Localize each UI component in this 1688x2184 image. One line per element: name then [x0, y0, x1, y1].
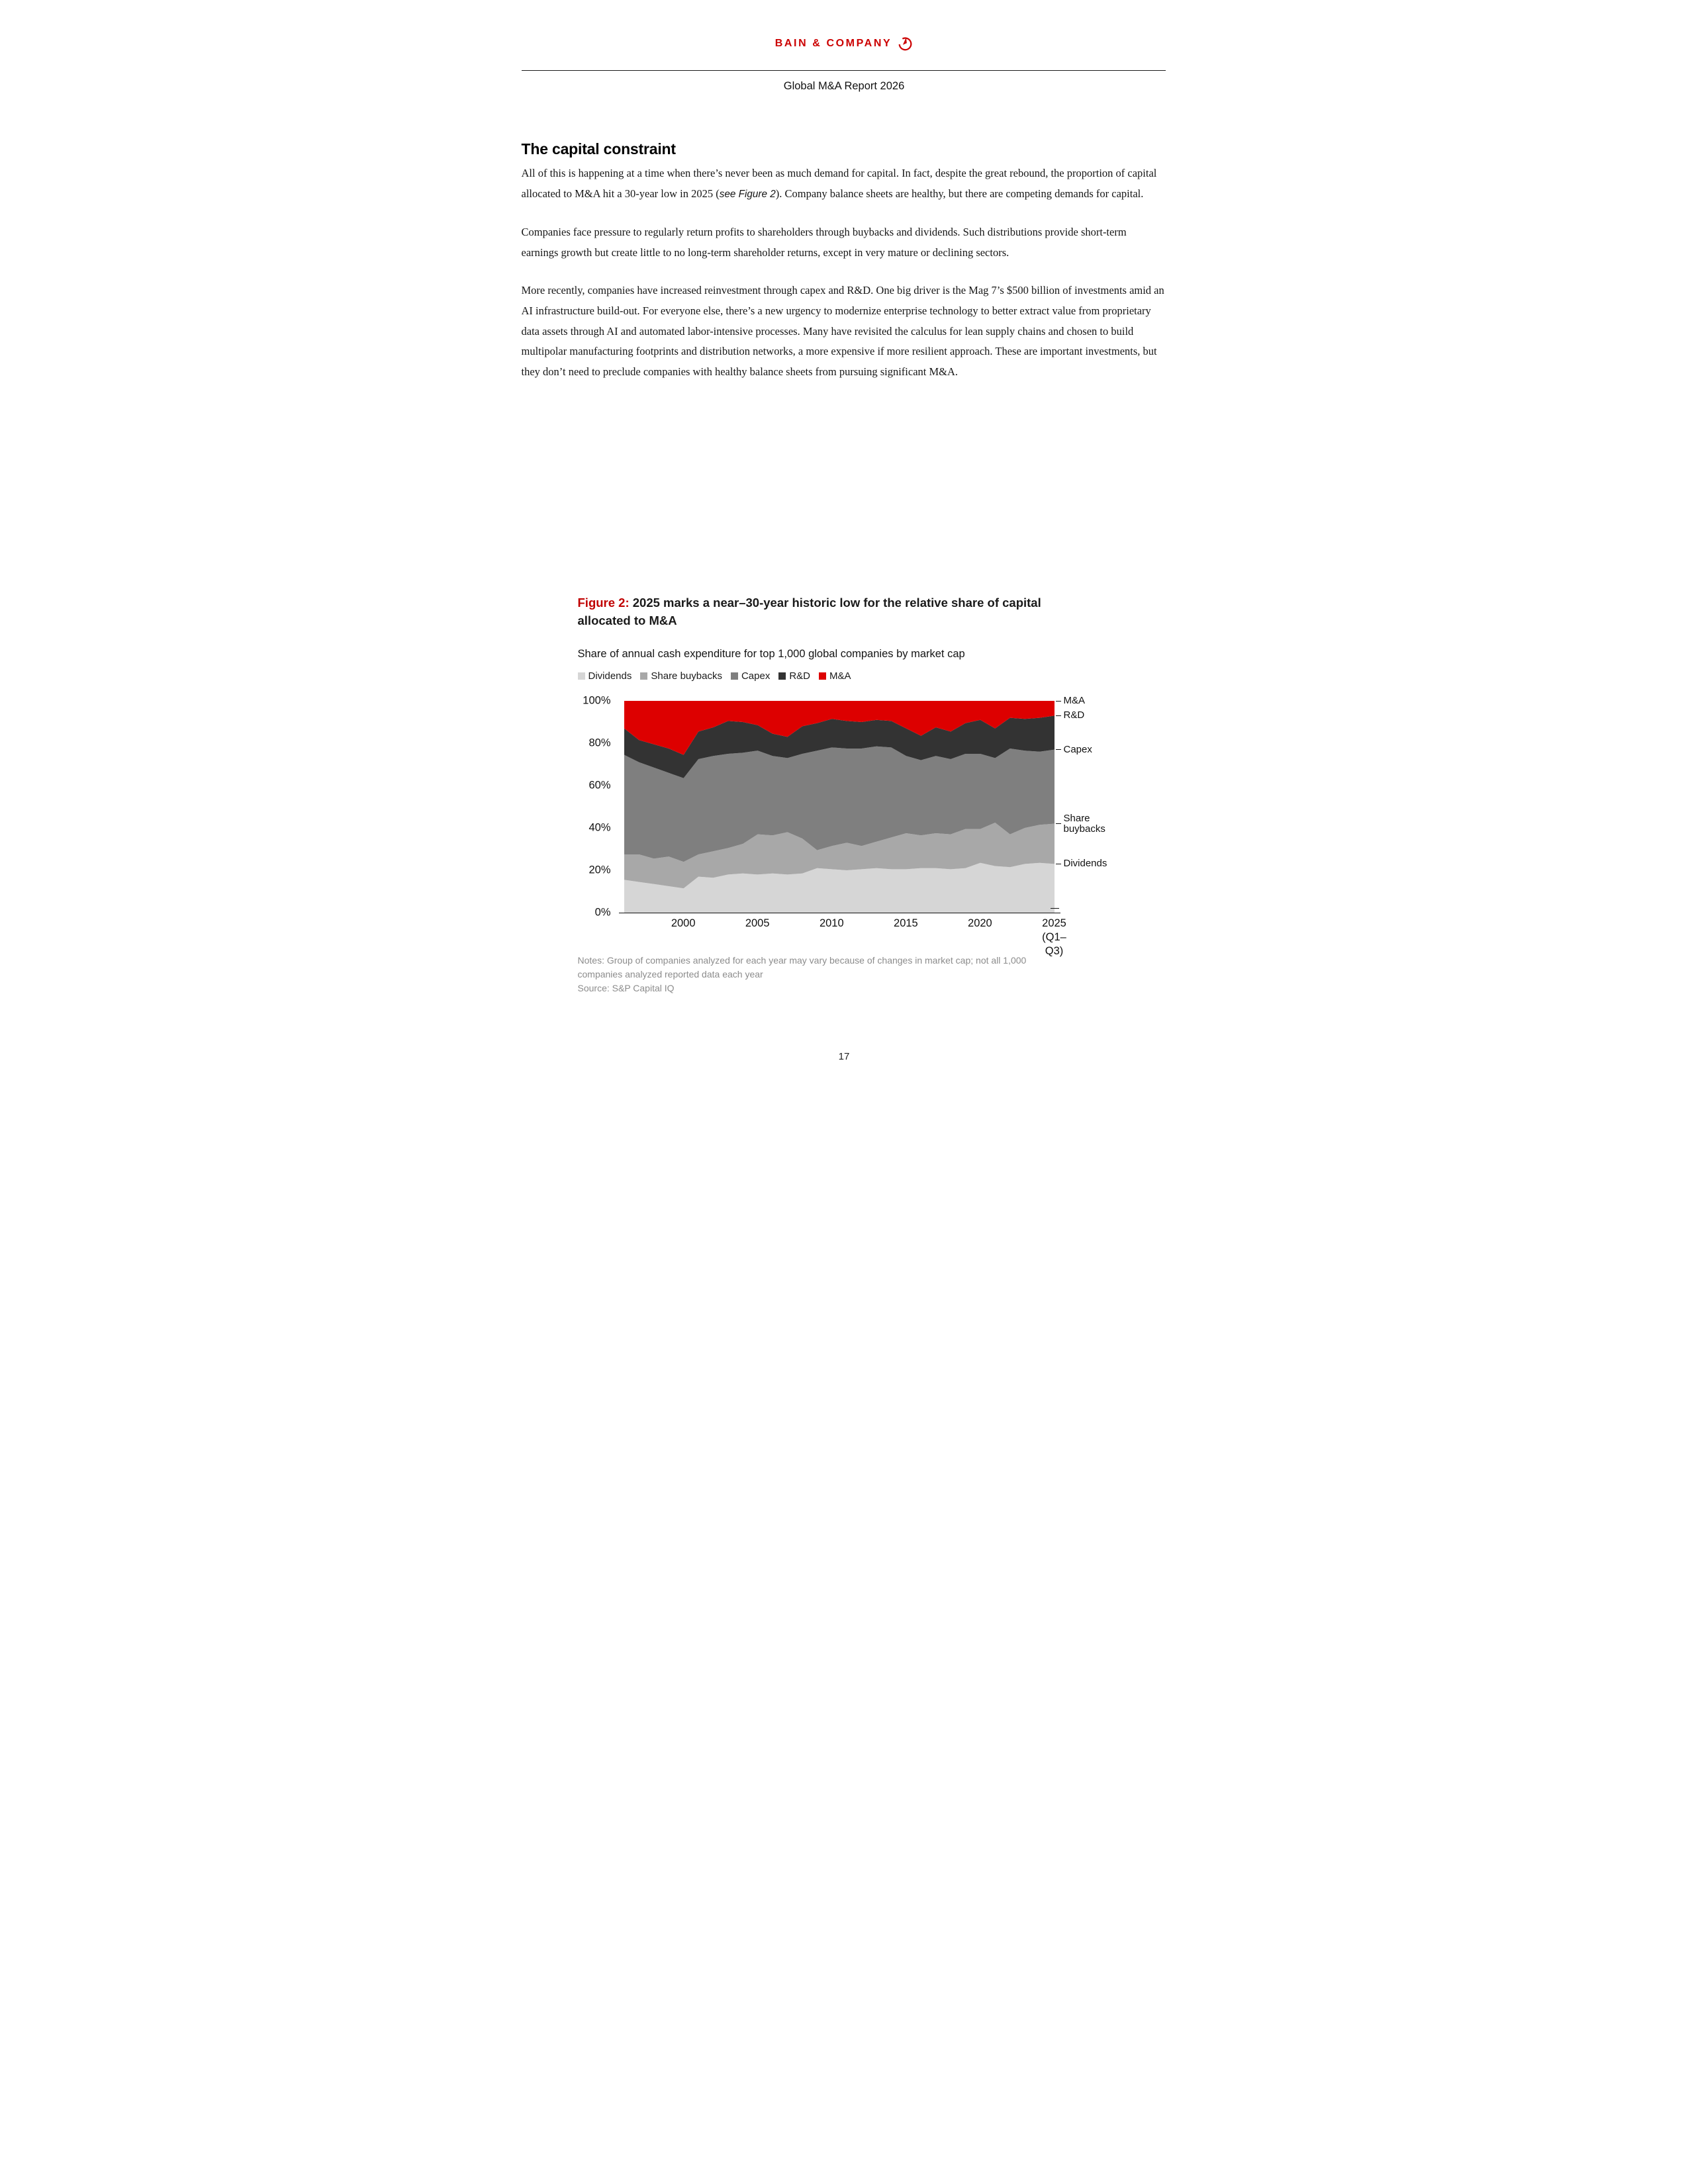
- legend-label: Dividends: [588, 670, 632, 682]
- end-label-text: M&A: [1063, 695, 1086, 706]
- paragraph-2: Companies face pressure to regularly ret…: [521, 226, 1127, 259]
- y-tick-40: 40%: [588, 821, 611, 834]
- source-text: Source: S&P Capital IQ: [577, 983, 675, 993]
- end-label-tick: [1055, 715, 1061, 716]
- figure-title-text: 2025 marks a near–30-year historic low f…: [577, 596, 1041, 627]
- end-label-dividends: Dividends: [1055, 858, 1107, 870]
- notes-text: Notes: Group of companies analyzed for e…: [577, 955, 1027, 979]
- paragraph-1: All of this is happening at a time when …: [522, 163, 1166, 205]
- figure-label: Figure 2:: [577, 596, 630, 610]
- y-tick-60: 60%: [588, 779, 611, 792]
- end-label-m-a: M&A: [1055, 695, 1086, 706]
- legend-label: Share buybacks: [651, 670, 722, 682]
- legend-item-share-buybacks: Share buybacks: [640, 670, 722, 682]
- series-end-labels: Dividends Share buybacks Capex R&D M&A: [1055, 696, 1135, 913]
- legend-swatch-icon: [640, 672, 648, 680]
- article-body: All of this is happening at a time when …: [522, 163, 1166, 400]
- x-tick-2020: 2020: [968, 917, 992, 929]
- x-tick-2015: 2015: [894, 917, 918, 929]
- legend-item-dividends: Dividends: [577, 670, 632, 682]
- paragraph-1-text-end: ). Company balance sheets are healthy, b…: [775, 187, 1144, 200]
- y-tick-80: 80%: [588, 737, 611, 749]
- y-axis-labels: 0% 20% 40% 60% 80% 100%: [551, 695, 618, 919]
- end-label-text: Capex: [1063, 743, 1092, 755]
- legend-label: R&D: [789, 670, 810, 682]
- legend-label: Capex: [741, 670, 771, 682]
- y-tick-20: 20%: [588, 864, 611, 876]
- legend-swatch-icon: [818, 672, 826, 680]
- legend-label: M&A: [829, 670, 851, 682]
- end-label-tick: [1055, 823, 1061, 825]
- end-label-share-buybacks: Share buybacks: [1055, 812, 1114, 835]
- area-dividends: [624, 862, 1055, 913]
- x-axis-end-tick: [1050, 908, 1059, 909]
- figure-title: Figure 2: 2025 marks a near–30-year hist…: [578, 594, 1091, 629]
- chart-subtitle: Share of annual cash expenditure for top…: [577, 648, 965, 660]
- end-label-capex: Capex: [1055, 743, 1092, 755]
- end-label-tick: [1055, 749, 1061, 751]
- end-label-tick: [1055, 700, 1061, 702]
- paragraph-1-text: All of this is happening at a time when …: [521, 167, 1157, 200]
- end-label-text: R&D: [1063, 709, 1085, 721]
- y-tick-0: 0%: [594, 906, 611, 919]
- page-number: 17: [838, 1051, 850, 1062]
- bain-compass-icon: [898, 37, 912, 51]
- y-tick-100: 100%: [583, 694, 611, 707]
- figure-reference: see Figure 2: [719, 188, 776, 200]
- x-tick-sub: (Q1–Q3): [1042, 931, 1066, 957]
- report-title: Global M&A Report 2026: [783, 80, 905, 92]
- x-tick-2025: 2025 (Q1–Q3): [1042, 917, 1066, 957]
- x-tick-2005: 2005: [745, 917, 770, 929]
- header-divider: [521, 70, 1166, 71]
- end-label-r-d: R&D: [1055, 709, 1085, 721]
- section-heading: The capital constraint: [521, 140, 677, 158]
- end-label-text: Dividends: [1063, 858, 1107, 870]
- area-r-d: [624, 715, 1055, 778]
- bain-logo-text: BAIN & COMPANY: [774, 37, 892, 49]
- legend-item-r-d: R&D: [778, 670, 810, 682]
- area-capex: [624, 746, 1055, 862]
- legend-swatch-icon: [577, 672, 585, 680]
- x-axis-labels: 2000 2005 2010 2015 2020 2025 (Q1–Q3): [624, 917, 1066, 957]
- area-share-buybacks: [624, 823, 1055, 889]
- x-tick-2010: 2010: [819, 917, 844, 929]
- area-m-a: [624, 701, 1055, 755]
- chart-legend: Dividends Share buybacks Capex R&D M&A: [577, 670, 851, 682]
- end-label-text: Share buybacks: [1063, 812, 1105, 835]
- legend-swatch-icon: [730, 672, 738, 680]
- chart-notes: Notes: Group of companies analyzed for e…: [578, 954, 1064, 995]
- legend-item-capex: Capex: [730, 670, 771, 682]
- paragraph-3: More recently, companies have increased …: [521, 284, 1164, 378]
- report-page: BAIN & COMPANY Global M&A Report 2026 Th…: [422, 0, 1266, 1092]
- x-tick-2000: 2000: [671, 917, 696, 929]
- legend-swatch-icon: [778, 672, 786, 680]
- legend-item-m-a: M&A: [818, 670, 851, 682]
- bain-logo: BAIN & COMPANY: [422, 36, 1266, 51]
- stacked-area-chart: [624, 701, 1055, 913]
